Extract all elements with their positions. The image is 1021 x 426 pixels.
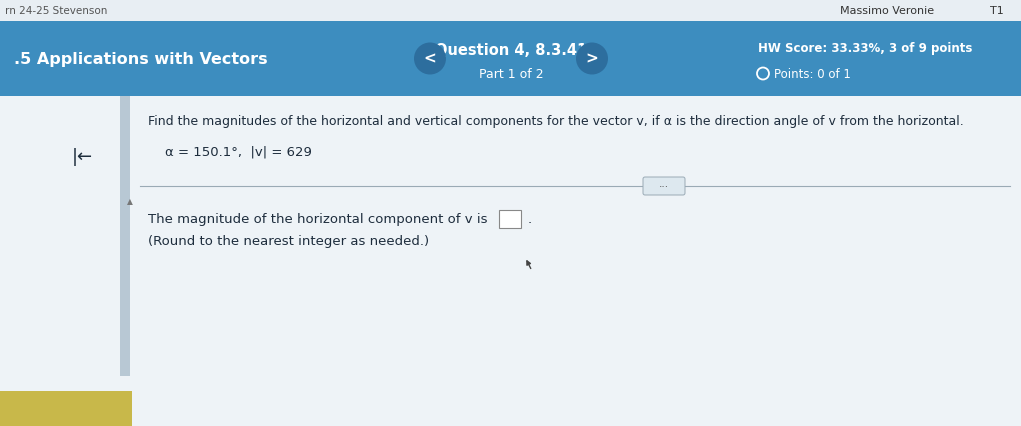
Text: (Round to the nearest integer as needed.): (Round to the nearest integer as needed.… bbox=[148, 235, 429, 248]
FancyBboxPatch shape bbox=[643, 178, 685, 196]
Text: Points: 0 of 1: Points: 0 of 1 bbox=[774, 68, 850, 81]
FancyBboxPatch shape bbox=[0, 97, 1021, 426]
Text: <: < bbox=[424, 51, 436, 66]
FancyBboxPatch shape bbox=[0, 22, 1021, 97]
Text: Question 4, 8.3.41: Question 4, 8.3.41 bbox=[435, 43, 587, 58]
Text: The magnitude of the horizontal component of v is: The magnitude of the horizontal componen… bbox=[148, 213, 487, 226]
Text: .5 Applications with Vectors: .5 Applications with Vectors bbox=[14, 52, 268, 67]
Text: .: . bbox=[528, 213, 532, 226]
Text: α = 150.1°,  |v| = 629: α = 150.1°, |v| = 629 bbox=[165, 145, 311, 158]
Circle shape bbox=[576, 43, 607, 75]
FancyBboxPatch shape bbox=[120, 97, 130, 376]
Text: T1: T1 bbox=[990, 6, 1004, 16]
Text: Massimo Veronie: Massimo Veronie bbox=[840, 6, 934, 16]
FancyBboxPatch shape bbox=[499, 210, 521, 228]
Text: Find the magnitudes of the horizontal and vertical components for the vector v, : Find the magnitudes of the horizontal an… bbox=[148, 115, 964, 128]
Text: ▲: ▲ bbox=[127, 197, 133, 206]
FancyBboxPatch shape bbox=[0, 391, 132, 426]
Text: |←: |← bbox=[71, 148, 93, 166]
FancyBboxPatch shape bbox=[0, 0, 1021, 22]
Text: HW Score: 33.33%, 3 of 9 points: HW Score: 33.33%, 3 of 9 points bbox=[758, 42, 972, 55]
Text: Part 1 of 2: Part 1 of 2 bbox=[479, 68, 543, 81]
Text: >: > bbox=[586, 51, 598, 66]
Text: ···: ··· bbox=[659, 181, 669, 192]
Text: rn 24-25 Stevenson: rn 24-25 Stevenson bbox=[5, 6, 107, 16]
Circle shape bbox=[414, 43, 446, 75]
